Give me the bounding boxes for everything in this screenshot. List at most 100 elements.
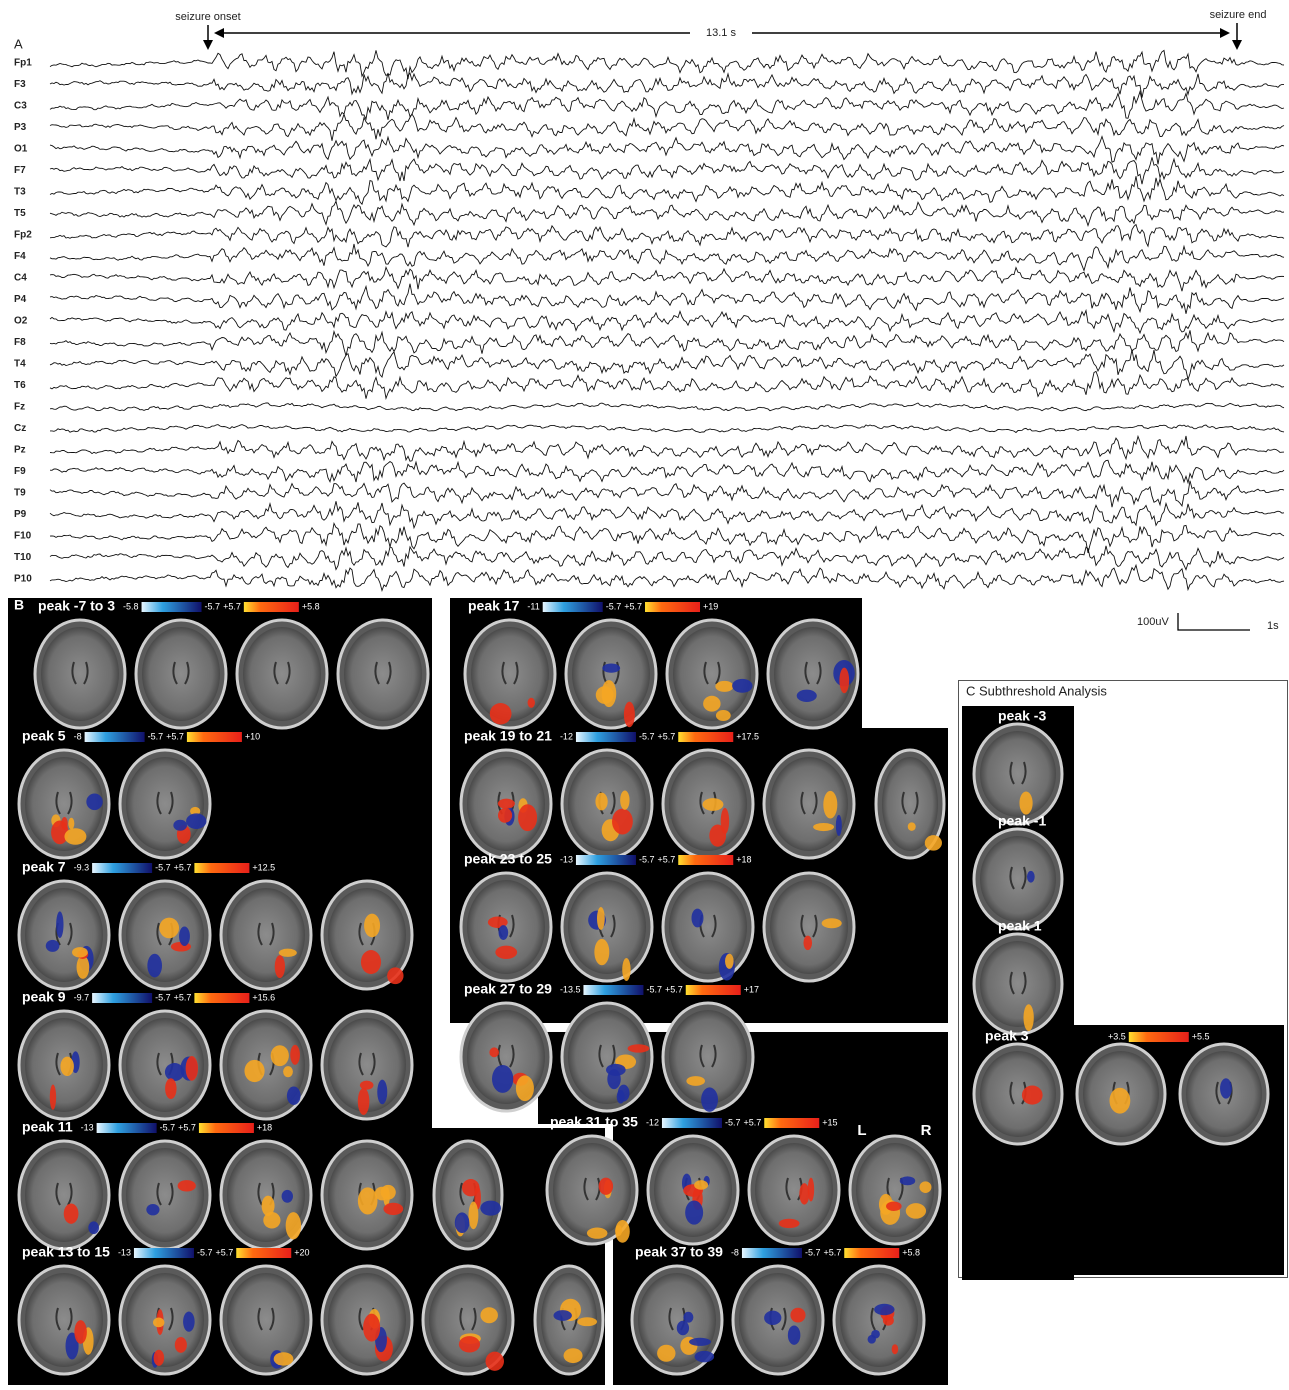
brain-slice bbox=[562, 873, 652, 981]
brain-slice bbox=[221, 1141, 311, 1249]
brain-slice bbox=[547, 1136, 637, 1244]
activation bbox=[358, 1088, 370, 1115]
brain bbox=[344, 627, 422, 721]
panel-title: peak 37 to 39 bbox=[635, 1244, 723, 1260]
duration-arrowhead bbox=[214, 28, 224, 38]
activation bbox=[165, 1078, 176, 1099]
activation bbox=[677, 1321, 689, 1336]
activation bbox=[839, 668, 849, 694]
colorbar-label: +12.5 bbox=[252, 862, 275, 872]
eeg-trace bbox=[50, 157, 1284, 184]
brain-slice bbox=[974, 934, 1062, 1034]
scale-time: 1s bbox=[1267, 620, 1279, 632]
brain-slice bbox=[1077, 1044, 1165, 1144]
end-arrowhead bbox=[1232, 40, 1242, 50]
colorbar-label: +5.7 bbox=[657, 854, 675, 864]
panel-title: peak -3 bbox=[998, 708, 1046, 724]
activation bbox=[46, 940, 60, 952]
activation bbox=[1019, 791, 1032, 814]
eeg-trace bbox=[50, 244, 1284, 271]
brain-slice bbox=[974, 724, 1062, 824]
channel-label: O1 bbox=[14, 144, 28, 155]
activation bbox=[683, 1312, 693, 1323]
colorbar-label: +10 bbox=[245, 731, 260, 741]
activation bbox=[498, 808, 512, 823]
figure: A seizure onset seizure end 13.1 s 100uV… bbox=[0, 0, 1289, 1385]
activation bbox=[287, 1086, 301, 1105]
brain-slice bbox=[120, 881, 210, 989]
colorbar bbox=[187, 732, 242, 742]
brain-slice bbox=[19, 750, 109, 858]
channel-label: O2 bbox=[14, 316, 28, 327]
panel-title: peak 17 bbox=[468, 598, 520, 614]
eeg-trace bbox=[50, 284, 1284, 314]
brain-slice bbox=[733, 1266, 823, 1374]
activation bbox=[64, 828, 86, 845]
channel-label: T9 bbox=[14, 488, 26, 499]
brain-slice bbox=[663, 750, 753, 858]
activation bbox=[361, 950, 381, 974]
channel-label: F4 bbox=[14, 251, 26, 262]
colorbar-label: -13.5 bbox=[560, 984, 581, 994]
brain-slice bbox=[461, 1003, 551, 1111]
eeg-trace bbox=[50, 425, 1284, 433]
activation bbox=[469, 1202, 479, 1230]
eeg-trace bbox=[50, 565, 1284, 590]
brain-slice bbox=[19, 881, 109, 989]
activation bbox=[275, 955, 285, 978]
eeg-trace bbox=[50, 403, 1284, 411]
activation bbox=[146, 1204, 159, 1215]
activation bbox=[358, 1187, 378, 1214]
activation bbox=[900, 1176, 915, 1185]
channel-label: T10 bbox=[14, 552, 32, 563]
activation bbox=[68, 818, 74, 830]
panel-c-title: C Subthreshold Analysis bbox=[966, 683, 1107, 698]
colorbar-label: +5.7 bbox=[174, 862, 192, 872]
colorbar bbox=[678, 855, 733, 865]
activation bbox=[489, 1047, 499, 1057]
eeg-trace bbox=[50, 350, 1284, 380]
colorbar bbox=[662, 1118, 722, 1128]
duration-arrowhead bbox=[1220, 28, 1230, 38]
brain-slice bbox=[749, 1136, 839, 1244]
channel-label: Fp1 bbox=[14, 58, 32, 69]
brain bbox=[980, 941, 1056, 1027]
colorbar-label: -5.7 bbox=[148, 731, 164, 741]
brain-slice bbox=[120, 1011, 210, 1119]
brain-slice bbox=[120, 1266, 210, 1374]
activation bbox=[153, 1318, 164, 1328]
brain-slice bbox=[136, 620, 226, 728]
channel-label: T6 bbox=[14, 380, 26, 391]
activation bbox=[72, 947, 88, 957]
panel-label: A bbox=[14, 36, 23, 51]
activation bbox=[286, 1212, 301, 1239]
eeg-trace bbox=[50, 267, 1284, 291]
activation bbox=[892, 1344, 899, 1354]
brain-slice bbox=[338, 620, 428, 728]
brain-slice bbox=[535, 1266, 603, 1374]
activation bbox=[77, 956, 90, 979]
brain-slice bbox=[461, 750, 551, 858]
eeg-trace bbox=[50, 50, 1284, 79]
activation bbox=[797, 690, 817, 702]
brain-slice bbox=[423, 1266, 513, 1374]
channel-label: T3 bbox=[14, 187, 26, 198]
brain-slice bbox=[764, 750, 854, 858]
activation bbox=[290, 1045, 300, 1065]
colorbar-label: +5.7 bbox=[624, 601, 642, 611]
colorbar-label: +5.7 bbox=[223, 601, 241, 611]
panel-title: peak 27 to 29 bbox=[464, 981, 552, 997]
eeg-trace bbox=[50, 73, 1284, 98]
brain-slice bbox=[663, 873, 753, 981]
colorbar bbox=[142, 602, 202, 612]
colorbar bbox=[134, 1248, 194, 1258]
eeg-trace bbox=[50, 481, 1284, 508]
activation bbox=[528, 698, 535, 708]
colorbar-label: -5.7 bbox=[205, 601, 221, 611]
colorbar-label: -8 bbox=[74, 731, 82, 741]
brain bbox=[840, 1273, 918, 1367]
activation bbox=[594, 939, 609, 965]
activation bbox=[64, 1203, 79, 1223]
colorbar-label: -13 bbox=[118, 1247, 131, 1257]
scale-bar bbox=[1178, 613, 1250, 630]
